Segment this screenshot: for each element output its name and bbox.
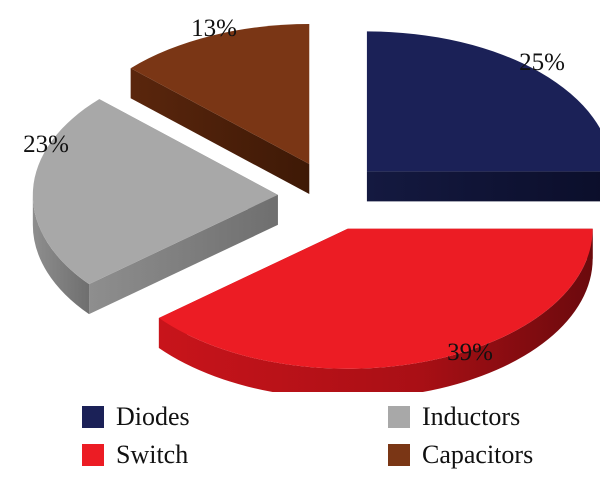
data-label-switch: 39% bbox=[447, 339, 493, 366]
pie-slice-top bbox=[32, 99, 278, 285]
data-label-diodes: 25% bbox=[519, 49, 565, 76]
pie-slice-capacitors bbox=[130, 24, 310, 195]
pie-slice-side bbox=[158, 228, 593, 392]
pie-chart: 25% 39% 23% 13% bbox=[23, 15, 600, 392]
legend-item-diodes: Diodes bbox=[82, 402, 190, 432]
pie-slice-wall bbox=[89, 194, 278, 315]
chart-legend: Diodes Inductors Switch Capacitors bbox=[0, 392, 600, 482]
pie-slice-inductors bbox=[32, 99, 278, 315]
legend-item-switch: Switch bbox=[82, 440, 188, 470]
pie-slice-diodes bbox=[366, 31, 600, 202]
legend-item-inductors: Inductors bbox=[388, 402, 520, 432]
legend-swatch-capacitors bbox=[388, 444, 410, 466]
legend-item-capacitors: Capacitors bbox=[388, 440, 533, 470]
pie-slice-top bbox=[130, 24, 310, 165]
legend-label-inductors: Inductors bbox=[422, 402, 521, 431]
data-label-inductors: 23% bbox=[23, 131, 69, 158]
pie-slice-wall bbox=[130, 68, 310, 195]
legend-label-capacitors: Capacitors bbox=[422, 440, 534, 469]
legend-label-switch: Switch bbox=[116, 440, 189, 469]
pie-slice-top bbox=[366, 31, 600, 172]
pie-slice-top bbox=[158, 228, 593, 369]
legend-swatch-diodes bbox=[82, 406, 104, 428]
legend-swatch-switch bbox=[82, 444, 104, 466]
pie-slice-wall bbox=[366, 171, 600, 202]
legend-swatch-inductors bbox=[388, 406, 410, 428]
legend-label-diodes: Diodes bbox=[116, 402, 190, 431]
data-label-capacitors: 13% bbox=[191, 15, 237, 42]
pie-slice-switch bbox=[158, 228, 593, 392]
pie-slice-side bbox=[32, 194, 90, 315]
